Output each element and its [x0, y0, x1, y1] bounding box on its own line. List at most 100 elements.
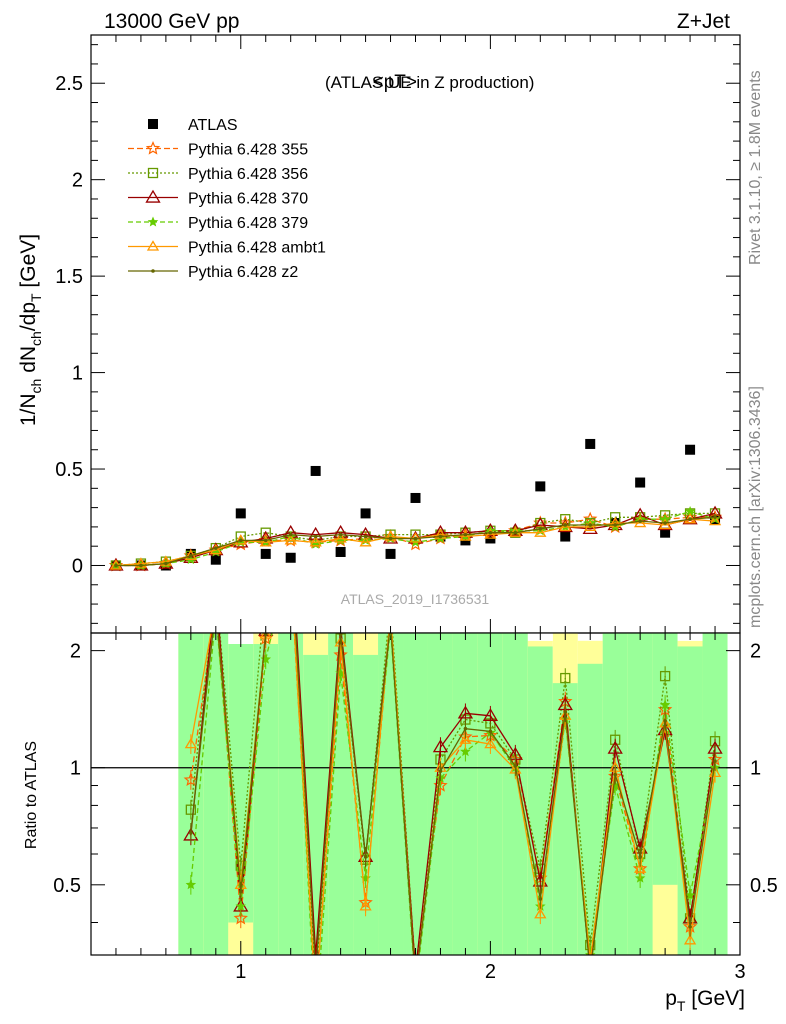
data-point: [682, 511, 698, 525]
data-point: [457, 705, 474, 719]
ratio-series-z2: [189, 633, 717, 955]
data-point: [563, 523, 568, 527]
data-point: [534, 526, 547, 537]
data-point: [684, 889, 696, 900]
band-inner: [378, 633, 404, 955]
ratio-line: [190, 633, 716, 955]
svg-text:1/Nch dNch/dpT [GeV]: 1/Nch dNch/dpT [GeV]: [17, 234, 44, 426]
data-point: [148, 119, 158, 129]
ratio-y-axis-label: Ratio to ATLAS: [23, 741, 40, 849]
data-point: [147, 216, 159, 227]
legend-label: Pythia 6.428 z2: [188, 264, 298, 281]
data-point: [484, 528, 497, 539]
data-point: [263, 538, 268, 543]
data-point: [713, 515, 717, 520]
legend-entry-atlas: ATLAS: [148, 117, 238, 134]
ratio-frame: [90, 632, 741, 956]
data-point: [233, 910, 248, 925]
data-point: [234, 534, 247, 545]
data-point: [659, 699, 671, 710]
data-point: [363, 534, 368, 539]
legend: ATLAS Pythia 6.428 355 Pythia 6.428 356 Pyt…: [128, 117, 326, 281]
data-point: [459, 733, 472, 744]
ratio-y-tick-label: 2: [70, 641, 81, 663]
data-point: [359, 536, 372, 547]
data-point: [335, 546, 346, 557]
ratio-y-tick-label: 1: [70, 758, 81, 780]
header-right: Z+Jet: [677, 10, 730, 33]
data-point: [660, 527, 671, 538]
data-point: [413, 536, 418, 541]
data-point: [584, 520, 597, 532]
y-tick-label: 2: [72, 170, 83, 192]
band-outer: [652, 884, 678, 955]
data-point: [658, 518, 672, 530]
ratio-series: [183, 633, 723, 955]
legend-label: Pythia 6.428 ambt1: [188, 240, 326, 257]
chart-title: <pT>: [373, 72, 417, 93]
data-point: [585, 438, 596, 449]
data-point: [288, 532, 293, 537]
data-point: [634, 516, 647, 528]
data-point: [463, 532, 468, 537]
main-y-ticks: 0 0.5 1 1.5 2 2.5: [55, 44, 740, 624]
ratio-y-tick-label: 0.5: [750, 875, 778, 897]
data-point: [334, 532, 347, 543]
data-point: [189, 554, 193, 558]
data-point: [139, 563, 143, 568]
data-point: [685, 444, 696, 455]
data-point: [410, 492, 421, 503]
legend-entry-p370: Pythia 6.428 370: [128, 189, 308, 208]
band-inner: [477, 633, 503, 955]
ratio-line: [190, 633, 716, 955]
x-tick-label: 3: [734, 961, 745, 983]
rivet-label: Rivet 3.1.10, ≥ 1.8M events: [747, 70, 764, 265]
ratio-x-ticks: 1 2 3: [115, 633, 746, 983]
ratio-y-tick-label: 0.5: [53, 875, 81, 897]
data-point: [708, 514, 722, 526]
data-point: [438, 534, 443, 539]
data-point: [663, 521, 667, 525]
data-point: [482, 707, 499, 721]
data-point: [663, 719, 667, 723]
data-point: [438, 769, 443, 773]
data-point: [114, 563, 118, 568]
legend-label: Pythia 6.428 356: [188, 166, 308, 183]
data-point: [263, 633, 268, 637]
header-left: 13000 GeV pp: [104, 10, 239, 33]
data-point: [360, 508, 371, 519]
data-point: [657, 722, 673, 736]
data-point: [634, 862, 647, 873]
ratio-line: [190, 633, 716, 955]
data-point: [459, 530, 472, 541]
ratio-line: [190, 633, 716, 955]
series-atlas: [110, 438, 721, 571]
data-point: [708, 766, 722, 778]
ratio-line: [190, 633, 716, 955]
data-point: [359, 900, 372, 911]
data-point: [683, 934, 697, 945]
ratio-y-tick-label: 2: [750, 641, 761, 663]
legend-label: Pythia 6.428 379: [188, 215, 308, 232]
data-point: [285, 552, 296, 563]
data-point: [145, 140, 161, 155]
y-tick-label: 0: [72, 555, 83, 577]
data-point: [164, 561, 168, 566]
data-point: [313, 534, 318, 539]
data-point: [535, 481, 546, 492]
x-axis-label: pT [GeV]: [665, 987, 745, 1014]
data-point: [538, 897, 543, 901]
data-point: [334, 636, 347, 647]
legend-label: Pythia 6.428 370: [188, 191, 308, 208]
data-point: [659, 670, 671, 682]
data-point: [151, 269, 155, 273]
data-point: [333, 647, 348, 662]
data-point: [338, 633, 343, 637]
data-point: [560, 531, 571, 542]
data-point: [559, 520, 572, 532]
y-tick-label: 0.5: [55, 459, 83, 481]
legend-entry-ambt1: Pythia 6.428 ambt1: [128, 240, 326, 257]
legend-entry-p355: Pythia 6.428 355: [128, 140, 308, 159]
data-point: [432, 739, 449, 753]
data-point: [238, 889, 243, 894]
